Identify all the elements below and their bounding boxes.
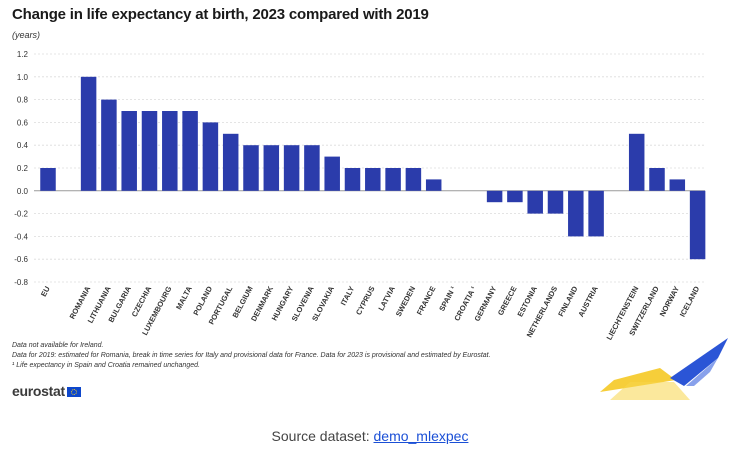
x-tick-label: CYPRUS — [354, 285, 377, 317]
bar-greece — [507, 190, 523, 203]
bar-liechtenstein — [628, 133, 645, 191]
bar-romania — [80, 76, 97, 191]
y-tick-label: -0.8 — [14, 278, 28, 287]
bars — [40, 76, 706, 260]
bar-finland — [568, 190, 584, 237]
y-tick-label: -0.2 — [14, 210, 28, 219]
bar-denmark — [263, 145, 280, 191]
bar-malta — [182, 111, 198, 191]
bar-switzerland — [649, 168, 665, 191]
bar-belgium — [243, 145, 259, 191]
y-tick-label: 0.6 — [17, 118, 29, 127]
x-tick-label: GREECE — [496, 285, 519, 317]
y-tick-label: -0.6 — [14, 255, 28, 264]
bar-germany — [486, 190, 503, 203]
y-tick-label: 0.0 — [17, 187, 29, 196]
x-tick-label: LATVIA — [376, 284, 397, 312]
bar-portugal — [222, 133, 239, 191]
y-axis-unit-label: (years) — [12, 30, 41, 40]
source-label: Source dataset: — [271, 428, 370, 444]
chart-title: Change in life expectancy at birth, 2023… — [12, 6, 429, 23]
eurostat-logo-text: eurostat — [12, 383, 65, 399]
x-tick-label: EU — [39, 285, 52, 298]
bar-luxembourg — [162, 111, 178, 191]
x-tick-label: MALTA — [174, 284, 194, 311]
x-tick-label: SWEDEN — [394, 285, 417, 318]
x-tick-label: FRANCE — [415, 285, 438, 317]
bar-sweden — [405, 168, 422, 191]
bar-norway — [669, 179, 686, 191]
source-line: Source dataset: demo_mlexpec — [0, 428, 740, 444]
bar-estonia — [527, 190, 543, 214]
y-tick-label: 0.4 — [17, 141, 29, 150]
eu-flag-icon — [66, 387, 81, 397]
footnote-ireland: Data not available for Ireland. — [12, 342, 104, 349]
bar-lithuania — [101, 99, 117, 191]
bar-slovakia — [324, 156, 340, 191]
bar-poland — [202, 122, 219, 191]
bar-eu — [40, 168, 56, 191]
x-tick-label: AUSTRIA — [576, 284, 600, 318]
y-tick-label: -0.4 — [14, 232, 28, 241]
eurostat-logo: eurostat — [12, 383, 81, 399]
bar-slovenia — [304, 145, 320, 191]
bar-hungary — [283, 145, 300, 191]
y-tick-label: 1.0 — [17, 73, 29, 82]
bar-netherlands — [547, 190, 564, 214]
bar-cyprus — [365, 168, 381, 191]
bar-chart: 1.2 1.0 0.8 0.6 0.4 0.2 0.0 -0.2 -0.4 -0.6 -0.8 EU… — [14, 50, 706, 340]
x-tick-label: ICELAND — [678, 284, 702, 318]
footnotes: Data not available for Ireland. Data for… — [12, 341, 491, 371]
bar-iceland — [689, 190, 706, 260]
y-tick-label: 0.8 — [17, 96, 29, 105]
chart-card: Change in life expectancy at birth, 2023… — [12, 6, 728, 400]
footnote-spain-croatia: ¹ Life expectancy in Spain and Croatia r… — [12, 362, 200, 369]
x-tick-label: ITALY — [339, 285, 357, 307]
eurostat-swoosh-decoration — [600, 338, 728, 400]
bar-france — [425, 179, 442, 191]
x-tick-label: SPAIN ¹ — [437, 284, 458, 312]
source-dataset-link[interactable]: demo_mlexpec — [373, 428, 469, 444]
y-axis-ticks: 1.2 1.0 0.8 0.6 0.4 0.2 0.0 -0.2 -0.4 -0.6 -0.8 — [14, 50, 28, 287]
bar-latvia — [385, 168, 401, 191]
bar-czechia — [141, 111, 158, 191]
bar-bulgaria — [121, 111, 137, 191]
bar-italy — [344, 168, 361, 191]
y-tick-label: 0.2 — [17, 164, 29, 173]
footnote-2019-data: Data for 2019: estimated for Romania, br… — [12, 352, 491, 359]
y-tick-label: 1.2 — [17, 50, 29, 59]
bar-austria — [588, 190, 604, 237]
